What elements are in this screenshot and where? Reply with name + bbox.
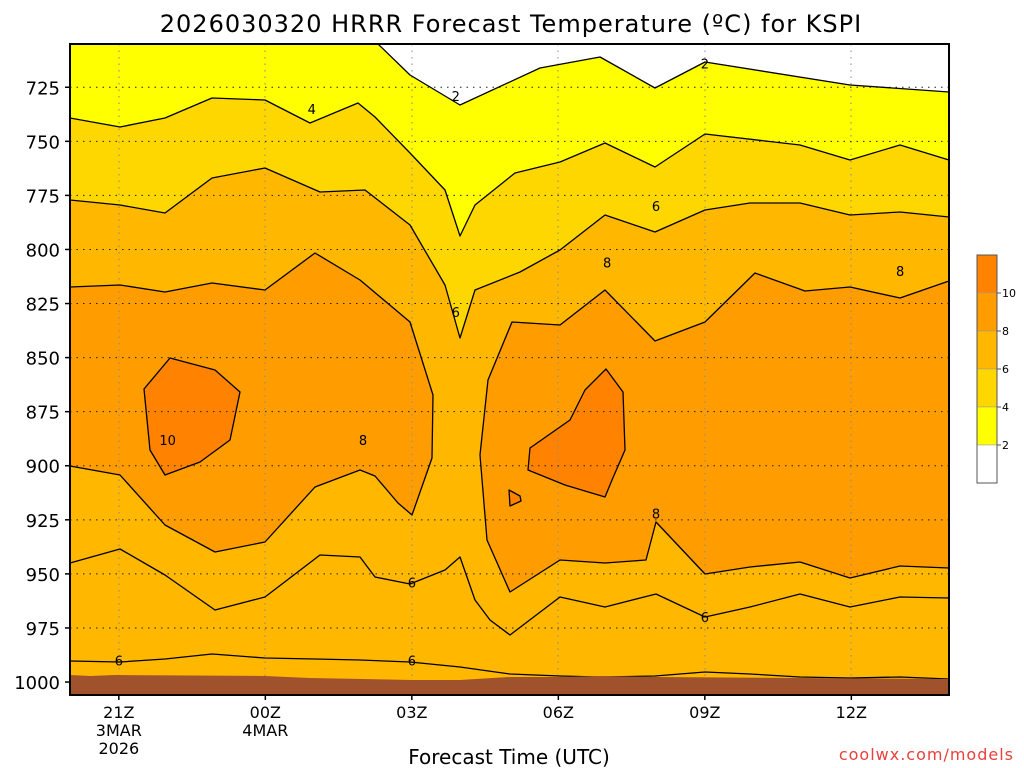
x-tick-label: 00Z [250, 703, 281, 722]
ground [70, 675, 949, 695]
y-tick-label: 850 [26, 349, 60, 370]
x-tick-label: 3MAR [96, 721, 142, 740]
y-tick-label: 775 [26, 186, 60, 207]
y-tick-label: 825 [26, 295, 60, 316]
chart-title: 2026030320 HRRR Forecast Temperature (ºC… [160, 10, 862, 38]
contour-lines [69, 43, 950, 680]
x-axis-label: Forecast Time (UTC) [408, 745, 610, 768]
contour-label-6: 6 [408, 654, 416, 669]
grid [70, 44, 949, 695]
x-tick-label: 4MAR [242, 721, 288, 740]
contour-label-10: 10 [159, 434, 176, 449]
y-tick-label: 925 [26, 511, 60, 532]
x-tick-label: 12Z [836, 703, 867, 722]
colorbar-swatch [976, 292, 998, 332]
y-tick-label: 725 [26, 78, 60, 99]
y-tick-label: 975 [26, 619, 60, 640]
contour-label-6: 6 [452, 306, 460, 321]
colorbar-swatch [976, 368, 998, 408]
colorbar: 10 8 6 4 2 [976, 254, 1016, 484]
contour-label-8: 8 [359, 434, 367, 449]
colorbar-label: 8 [1002, 325, 1009, 338]
contour-label-6: 6 [701, 611, 709, 626]
contour-label-6: 6 [408, 577, 416, 592]
colorbar-label: 6 [1002, 363, 1009, 376]
x-tick-label: 21Z [103, 703, 134, 722]
plot-frame [69, 43, 950, 696]
colorbar-swatch [976, 330, 998, 370]
y-tick-label: 875 [26, 403, 60, 424]
x-tick-label: 09Z [689, 703, 720, 722]
contour-label-2: 2 [701, 57, 709, 72]
y-axis: 725 750 775 800 825 850 875 900 925 950 975 1000 [14, 78, 70, 694]
y-tick-label: 950 [26, 565, 60, 586]
colorbar-swatch [976, 406, 998, 446]
colorbar-swatch [976, 444, 998, 484]
contour-label-6: 6 [652, 200, 660, 215]
band-8-to-10 [70, 253, 949, 592]
credit-link[interactable]: coolwx.com/models [839, 745, 1014, 764]
contour-label-8: 8 [603, 256, 611, 271]
y-tick-label: 1000 [14, 673, 60, 694]
colorbar-label: 2 [1002, 439, 1009, 452]
band-above-10 [144, 358, 625, 506]
x-tick-label: 06Z [543, 703, 574, 722]
plot-area: 2 2 4 6 6 8 8 8 8 10 6 6 6 6 [69, 43, 950, 696]
y-tick-label: 800 [26, 240, 60, 261]
colorbar-swatch [976, 254, 998, 294]
colorbar-label: 4 [1002, 401, 1009, 414]
contour-label-8: 8 [652, 507, 660, 522]
x-tick-label: 2026 [98, 739, 139, 758]
contour-label-8: 8 [896, 265, 904, 280]
y-tick-label: 900 [26, 457, 60, 478]
x-tick-label: 03Z [396, 703, 427, 722]
y-tick-label: 750 [26, 132, 60, 153]
contour-label-2: 2 [452, 90, 460, 105]
contour-labels: 2 2 4 6 6 8 8 8 8 10 6 6 6 6 [115, 57, 905, 669]
contour-label-6: 6 [115, 654, 123, 669]
contour-label-4: 4 [308, 103, 316, 118]
colorbar-label: 10 [1002, 287, 1016, 300]
